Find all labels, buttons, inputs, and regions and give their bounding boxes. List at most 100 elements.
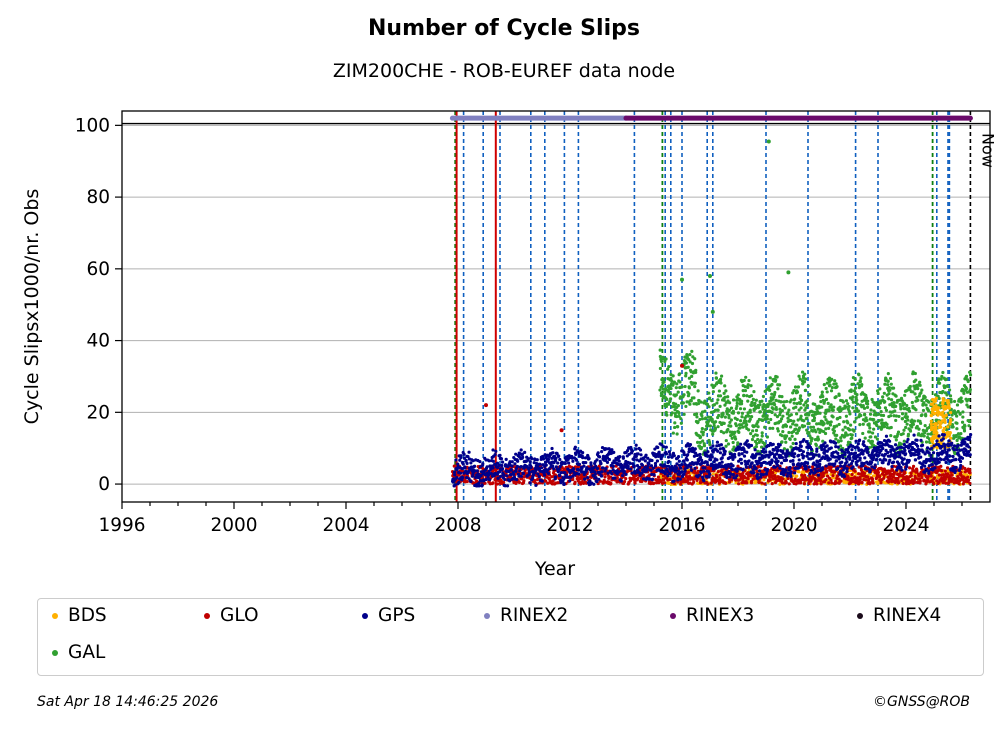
point-gal xyxy=(663,359,667,364)
point-gps xyxy=(836,466,840,470)
point-glo xyxy=(939,464,943,468)
point-gps xyxy=(498,453,502,457)
point-gps xyxy=(504,457,508,461)
point-gal xyxy=(746,399,750,403)
point-gps xyxy=(528,481,532,485)
point-gps xyxy=(541,457,546,461)
point-gal xyxy=(845,433,850,437)
point-gal xyxy=(796,418,800,422)
point-gal xyxy=(703,409,707,413)
point-gps xyxy=(677,459,681,463)
point-gal xyxy=(887,397,891,401)
point-gal xyxy=(726,442,731,446)
point-gal xyxy=(762,402,766,407)
point-glo xyxy=(715,474,719,479)
point-gps xyxy=(563,461,567,465)
point-gal xyxy=(683,384,687,389)
point-gal xyxy=(743,388,748,393)
point-gal xyxy=(796,385,800,389)
point-gal xyxy=(955,403,960,407)
point-gps xyxy=(834,459,838,463)
point-gal xyxy=(819,399,823,404)
point-gal xyxy=(827,408,831,413)
point-glo xyxy=(502,480,506,484)
point-gal xyxy=(875,437,879,441)
point-gal xyxy=(659,393,663,398)
point-gal xyxy=(968,388,972,392)
point-gps xyxy=(459,454,463,458)
point-gal xyxy=(906,418,910,422)
point-gal xyxy=(781,404,786,408)
point-gps xyxy=(534,483,538,487)
point-gps xyxy=(599,474,604,478)
point-gps xyxy=(465,461,469,465)
point-gps xyxy=(739,442,743,446)
point-gps xyxy=(901,462,905,466)
point-gal xyxy=(855,406,859,411)
point-gal xyxy=(853,386,858,390)
point-gal xyxy=(868,430,872,434)
point-gps xyxy=(776,448,780,452)
point-glo xyxy=(932,482,936,486)
point-gal xyxy=(704,416,708,420)
point-gps xyxy=(689,465,693,469)
point-gal xyxy=(670,379,674,383)
point-gal xyxy=(962,391,966,396)
point-glo xyxy=(716,469,720,474)
point-gps xyxy=(600,470,604,474)
point-gal xyxy=(966,405,970,409)
point-gal xyxy=(916,398,920,402)
point-gal xyxy=(741,425,745,429)
point-gal xyxy=(853,420,857,424)
point-gal xyxy=(821,439,825,443)
point-gal xyxy=(734,406,738,411)
point-gal xyxy=(794,427,798,431)
point-gps xyxy=(791,463,796,467)
point-gps xyxy=(896,446,900,450)
point-gps xyxy=(793,471,797,475)
point-gal xyxy=(899,405,903,409)
point-gal xyxy=(832,429,836,433)
point-gps xyxy=(601,466,605,470)
point-glo xyxy=(911,464,916,468)
point-glo xyxy=(946,472,950,476)
point-gps xyxy=(723,449,727,454)
point-gal xyxy=(756,437,760,442)
point-gal xyxy=(706,415,711,419)
point-gal xyxy=(751,429,755,433)
point-glo xyxy=(737,482,741,486)
point-gps xyxy=(597,477,601,481)
point-gal xyxy=(877,419,881,423)
point-gal xyxy=(681,401,686,405)
point-gal xyxy=(897,414,901,419)
point-gal xyxy=(707,405,711,409)
point-gps xyxy=(784,458,789,462)
point-gal xyxy=(881,413,886,418)
point-gal xyxy=(740,411,745,415)
point-gal xyxy=(902,439,906,443)
point-gps xyxy=(535,458,539,462)
point-gal xyxy=(837,422,841,427)
point-bds xyxy=(934,435,938,439)
point-glo xyxy=(491,481,495,485)
point-gps xyxy=(858,456,862,460)
point-gal xyxy=(889,398,894,402)
point-gal xyxy=(679,417,683,421)
point-gal xyxy=(701,430,705,434)
point-gal xyxy=(869,408,873,412)
point-gps xyxy=(751,468,755,472)
point-gal xyxy=(899,396,904,400)
point-gal xyxy=(822,429,826,434)
point-gal xyxy=(669,386,673,391)
point-gal xyxy=(700,426,704,431)
point-gal xyxy=(967,398,971,402)
point-gal xyxy=(961,415,965,419)
point-gal xyxy=(915,395,919,400)
point-gal xyxy=(966,379,970,384)
point-gps xyxy=(458,458,462,462)
point-gps xyxy=(709,458,713,462)
point-gal xyxy=(944,377,948,381)
point-bds xyxy=(939,425,943,429)
point-gal xyxy=(740,415,744,419)
point-gal xyxy=(824,427,828,431)
